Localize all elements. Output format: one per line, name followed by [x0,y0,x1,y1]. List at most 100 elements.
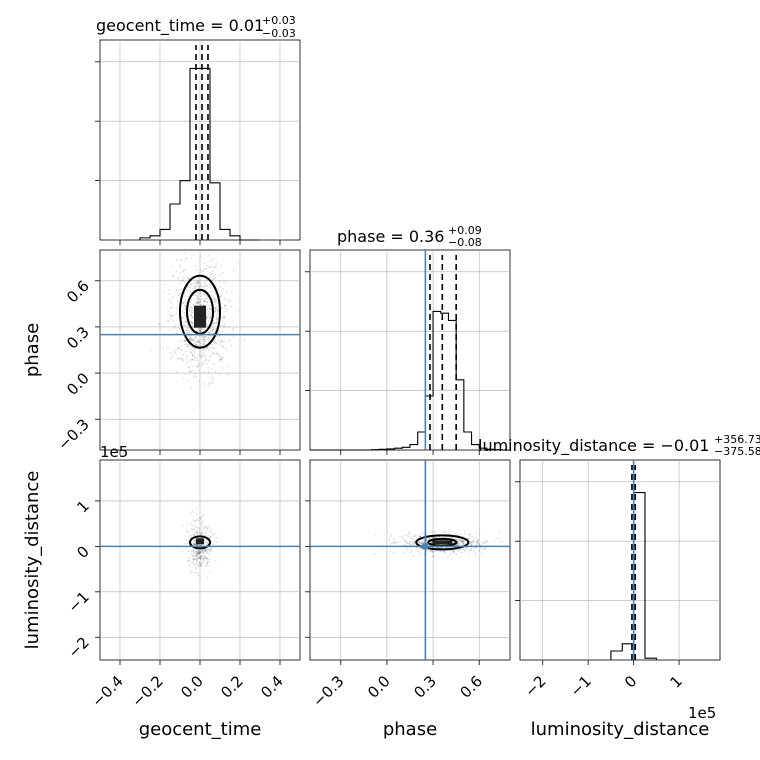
panel-phase-vs-geocent-time-sample [192,287,195,290]
panel-luminosity-distance-vs-phase-sample [463,549,466,551]
panel-phase-vs-geocent-time-sample [215,336,218,338]
panel-luminosity-distance-vs-phase-sample [458,539,461,541]
panel-luminosity-distance-vs-geocent-time-sample [206,541,209,544]
panel-phase-vs-geocent-time-sample [188,366,191,369]
panel-phase-vs-geocent-time-sample [177,346,179,349]
panel-luminosity-distance-vs-geocent-time-sample [200,531,203,534]
panel-phase-vs-geocent-time-sample [212,328,215,331]
panel-phase-vs-geocent-time-sample [232,319,235,322]
panel-phase-vs-geocent-time-sample [206,295,209,298]
panel-phase-vs-geocent-time-sample [204,285,207,288]
panel-luminosity-distance-vs-geocent-time-sample [195,555,198,558]
panel-luminosity-distance-vs-geocent-time-sample [208,553,210,556]
panel-luminosity-distance-vs-phase-sample [467,537,469,540]
panel-phase-vs-geocent-time-sample [178,323,180,326]
panel-luminosity-distance-vs-phase-sample [469,533,471,536]
panel-luminosity-distance-vs-phase-sample [498,531,500,534]
panel-luminosity-distance-vs-geocent-time-sample [202,560,204,563]
panel-phase-vs-geocent-time-sample [198,329,201,332]
panel-luminosity-distance-vs-phase-sample [451,537,454,539]
panel-luminosity-distance-vs-geocent-time-ytick-label-1: −1 [64,588,92,616]
panel-phase-vs-geocent-time-sample [196,302,199,305]
panel-phase-vs-geocent-time-sample [212,341,215,344]
panel-luminosity-distance-vs-geocent-time-sample [205,552,208,555]
panel-luminosity-distance-vs-phase-sample [465,546,468,549]
panel-phase-vs-geocent-time-sample [219,273,222,276]
panel-phase-vs-geocent-time-sample [213,295,215,298]
panel-phase-vs-geocent-time-sample [223,325,226,328]
panel-phase-vs-geocent-time-sample [188,277,190,280]
panel-phase-vs-geocent-time-sample [187,277,190,280]
panel-phase-vs-geocent-time-sample [168,289,170,291]
panel-phase-vs-geocent-time-sample [226,298,228,301]
panel-luminosity-distance-vs-phase-sample [393,541,395,544]
panel-luminosity-distance-vs-geocent-time-density-core [196,538,204,545]
panel-phase-vs-geocent-time-sample [180,349,182,351]
panel-luminosity-distance-vs-phase-sample [442,550,445,552]
panel-luminosity-distance-vs-geocent-time-sample [199,557,202,560]
panel-luminosity-distance-vs-phase-sample [469,549,472,552]
panel-phase-vs-geocent-time-sample [206,363,209,365]
panel-luminosity-distance-vs-geocent-time-sample [193,557,196,560]
panel-luminosity-distance-vs-phase-sample [428,537,431,540]
panel-luminosity-distance-vs-phase-sample [420,547,423,550]
panel-luminosity-distance-vs-geocent-time-sample [195,514,198,516]
panel-phase-vs-geocent-time-sample [203,340,206,343]
panel-phase-vs-geocent-time-sample [172,296,175,299]
panel-luminosity-distance-vs-phase-sample [461,539,464,542]
panel-luminosity-distance-vs-geocent-time-sample [207,549,210,552]
panel-phase-vs-geocent-time-sample [223,340,226,343]
panel-luminosity-distance-vs-phase-sample [463,539,466,542]
panel-phase-vs-geocent-time-sample [203,361,206,364]
panel-phase-vs-geocent-time-sample [223,297,226,300]
panel-luminosity-distance-vs-geocent-time-sample [200,564,203,566]
panel-phase-vs-geocent-time-sample [199,301,202,303]
panel-phase-vs-geocent-time-sample [216,308,219,311]
panel-phase-vs-geocent-time-sample [190,321,192,324]
panel-luminosity-distance-vs-phase-sample [458,539,461,542]
title-geocent-time-sup: +0.03 [262,14,296,27]
panel-luminosity-distance-vs-geocent-time-sample [205,557,208,560]
panel-phase-vs-geocent-time-sample [206,301,209,304]
panel-phase-vs-geocent-time-sample [174,352,177,355]
panel-phase-vs-geocent-time-sample [191,338,194,340]
panel-phase-vs-geocent-time-sample [211,270,214,272]
panel-phase-vs-geocent-time-sample [198,278,201,280]
panel-phase-vs-geocent-time-sample [204,300,206,302]
panel-luminosity-distance-vs-phase-sample [447,555,450,558]
panel-phase-vs-geocent-time-sample [223,281,226,283]
panel-luminosity-distance-vs-geocent-time-sample [197,574,200,577]
panel-luminosity-distance-vs-phase-sample [476,540,478,543]
panel-phase-vs-geocent-time-sample [188,338,191,341]
panel-phase-vs-geocent-time-sample [209,316,212,319]
panel-luminosity-distance-vs-geocent-time-sample [203,559,206,561]
panel-luminosity-distance-vs-geocent-time-sample [190,553,193,556]
panel-phase-vs-geocent-time-sample [228,300,231,303]
panel-phase-vs-geocent-time-sample [200,330,202,332]
panel-phase-vs-geocent-time-sample [222,287,225,290]
panel-luminosity-distance-vs-geocent-time-sample [209,570,211,572]
panel-phase-vs-geocent-time-sample [203,300,205,302]
panel-phase-vs-geocent-time-sample [224,304,227,307]
panel-phase-vs-geocent-time-sample [172,275,175,278]
panel-phase-vs-geocent-time-sample [196,297,199,300]
panel-luminosity-distance-vs-geocent-time-sample [203,549,205,552]
panel-luminosity-distance-vs-phase-sample [478,542,481,545]
panel-phase-vs-geocent-time-sample [177,277,180,280]
panel-phase-vs-geocent-time-sample [202,342,205,345]
panel-luminosity-distance-vs-geocent-time-sample [203,526,206,528]
panel-phase-vs-geocent-time-sample [175,258,178,261]
panel-luminosity-distance-vs-geocent-time-sample [197,550,200,553]
panel-luminosity-distance-vs-phase-sample [451,550,453,553]
panel-luminosity-distance-vs-geocent-time-sample [192,534,195,537]
panel-phase-vs-geocent-time-sample [184,292,186,294]
panel-phase-vs-geocent-time-sample [191,322,194,324]
panel-luminosity-distance-vs-geocent-time-sample [198,531,201,534]
panel-luminosity-distance-vs-phase-sample [457,543,460,546]
panel-luminosity-distance-vs-geocent-time-sample [207,525,210,528]
panel-luminosity-distance-vs-geocent-time-sample [200,518,203,521]
panel-luminosity-distance-vs-geocent-time-sample [191,524,194,527]
panel-phase-vs-geocent-time-sample [205,316,208,319]
panel-luminosity-distance-vs-geocent-time-sample [208,558,210,561]
panel-phase-vs-geocent-time-sample [178,328,181,330]
